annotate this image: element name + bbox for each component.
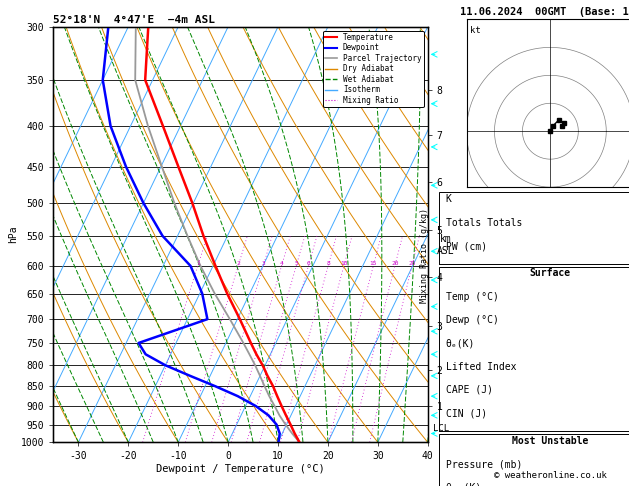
Text: 5: 5 bbox=[294, 261, 298, 266]
Text: 52°18'N  4°47'E  −4m ASL: 52°18'N 4°47'E −4m ASL bbox=[53, 15, 216, 25]
Text: Totals Totals: Totals Totals bbox=[445, 218, 522, 228]
Text: Temp (°C): Temp (°C) bbox=[445, 292, 499, 302]
Text: Most Unstable: Most Unstable bbox=[512, 436, 589, 446]
Text: 2: 2 bbox=[237, 261, 240, 266]
Text: 25: 25 bbox=[408, 261, 416, 266]
Text: 4: 4 bbox=[280, 261, 284, 266]
Text: Surface: Surface bbox=[530, 268, 571, 278]
Text: CIN (J): CIN (J) bbox=[445, 408, 487, 418]
Text: θₑ(K): θₑ(K) bbox=[445, 338, 475, 348]
Text: 6: 6 bbox=[306, 261, 310, 266]
Text: 15: 15 bbox=[370, 261, 377, 266]
Text: kt: kt bbox=[470, 26, 481, 35]
Text: LCL: LCL bbox=[433, 424, 449, 433]
X-axis label: Dewpoint / Temperature (°C): Dewpoint / Temperature (°C) bbox=[156, 464, 325, 474]
Legend: Temperature, Dewpoint, Parcel Trajectory, Dry Adiabat, Wet Adiabat, Isotherm, Mi: Temperature, Dewpoint, Parcel Trajectory… bbox=[323, 31, 424, 107]
Text: 1: 1 bbox=[196, 261, 199, 266]
Y-axis label: hPa: hPa bbox=[8, 226, 18, 243]
Text: CAPE (J): CAPE (J) bbox=[445, 385, 493, 395]
Text: Mixing Ratio (g/kg): Mixing Ratio (g/kg) bbox=[420, 208, 429, 303]
Text: Lifted Index: Lifted Index bbox=[445, 362, 516, 372]
Text: 3: 3 bbox=[261, 261, 265, 266]
Text: 20: 20 bbox=[391, 261, 399, 266]
Text: Pressure (mb): Pressure (mb) bbox=[445, 459, 522, 469]
Text: PW (cm): PW (cm) bbox=[445, 241, 487, 251]
Text: 10: 10 bbox=[340, 261, 348, 266]
Text: K: K bbox=[445, 194, 452, 205]
Text: 11.06.2024  00GMT  (Base: 18): 11.06.2024 00GMT (Base: 18) bbox=[460, 7, 629, 17]
Text: Dewp (°C): Dewp (°C) bbox=[445, 315, 499, 325]
Y-axis label: km
ASL: km ASL bbox=[437, 235, 454, 256]
Text: θₑ (K): θₑ (K) bbox=[445, 483, 481, 486]
Text: 8: 8 bbox=[326, 261, 330, 266]
Text: © weatheronline.co.uk: © weatheronline.co.uk bbox=[494, 471, 607, 480]
